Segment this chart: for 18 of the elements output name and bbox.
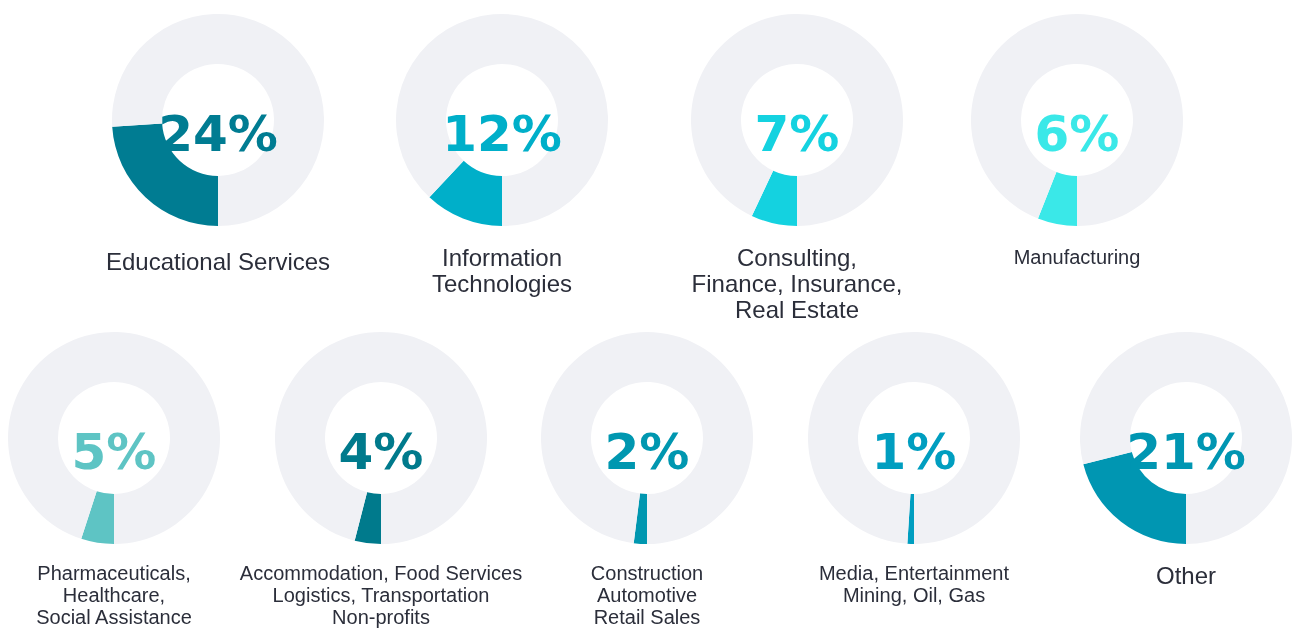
slice-label: Educational Services xyxy=(105,247,331,275)
data-label: 12% xyxy=(442,105,562,163)
data-label: 5% xyxy=(71,423,157,481)
data-label: 7% xyxy=(754,105,840,163)
data-label: 2% xyxy=(604,423,690,481)
data-label: 24% xyxy=(158,105,278,163)
data-label: 1% xyxy=(871,423,957,481)
slice-label: Consulting, Finance, Insurance, Real Estate xyxy=(691,243,903,323)
slice-label: Pharmaceuticals, Healthcare, Social Assistance xyxy=(36,562,192,628)
data-label: 21% xyxy=(1126,423,1246,481)
slice-label: Construction Automotive Retail Sales xyxy=(590,562,704,628)
slice-label: Accommodation, Food Services Logistics, Transportation Non-profits xyxy=(239,562,523,628)
slice-label: Media, Entertainment Mining, Oil, Gas xyxy=(818,562,1010,606)
data-label: 4% xyxy=(338,423,424,481)
slice-label: Other xyxy=(1155,561,1217,589)
slice-label: Information Technologies xyxy=(431,243,573,297)
data-label: 6% xyxy=(1034,105,1120,163)
slice-label: Manufacturing xyxy=(1013,246,1141,268)
